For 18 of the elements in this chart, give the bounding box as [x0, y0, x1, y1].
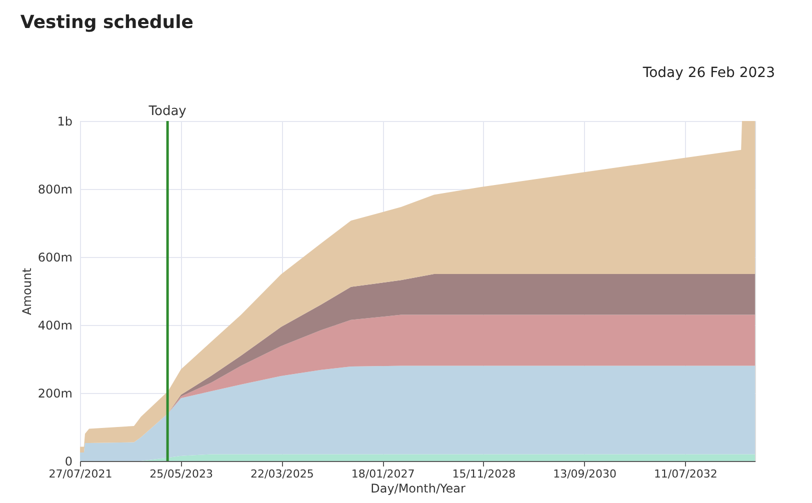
y-axis-title: Amount — [20, 268, 34, 316]
x-tick-label: 11/07/2032 — [654, 468, 718, 480]
text: Today 26 Feb 2023 — [642, 65, 775, 81]
x-tick-label: 18/01/2027 — [351, 468, 415, 480]
y-tick-label: 0 — [64, 454, 72, 468]
x-tick-label: 27/07/2021 — [48, 468, 112, 480]
y-tick-label: 600m — [38, 250, 72, 264]
y-tick-label: 200m — [38, 386, 72, 400]
x-tick-label: 22/03/2025 — [250, 468, 314, 480]
chart-title: Vesting schedule — [20, 12, 194, 33]
ref-line-label: Today — [148, 104, 187, 119]
x-tick-label: 25/05/2023 — [150, 468, 214, 480]
x-tick-label: 15/11/2028 — [452, 468, 516, 480]
y-tick-label: 800m — [38, 182, 72, 196]
x-tick-label: 13/09/2030 — [553, 468, 616, 480]
y-tick-label: 1b — [57, 114, 72, 128]
y-tick-label: 400m — [38, 318, 72, 332]
x-axis-title: Day/Month/Year — [370, 482, 466, 496]
